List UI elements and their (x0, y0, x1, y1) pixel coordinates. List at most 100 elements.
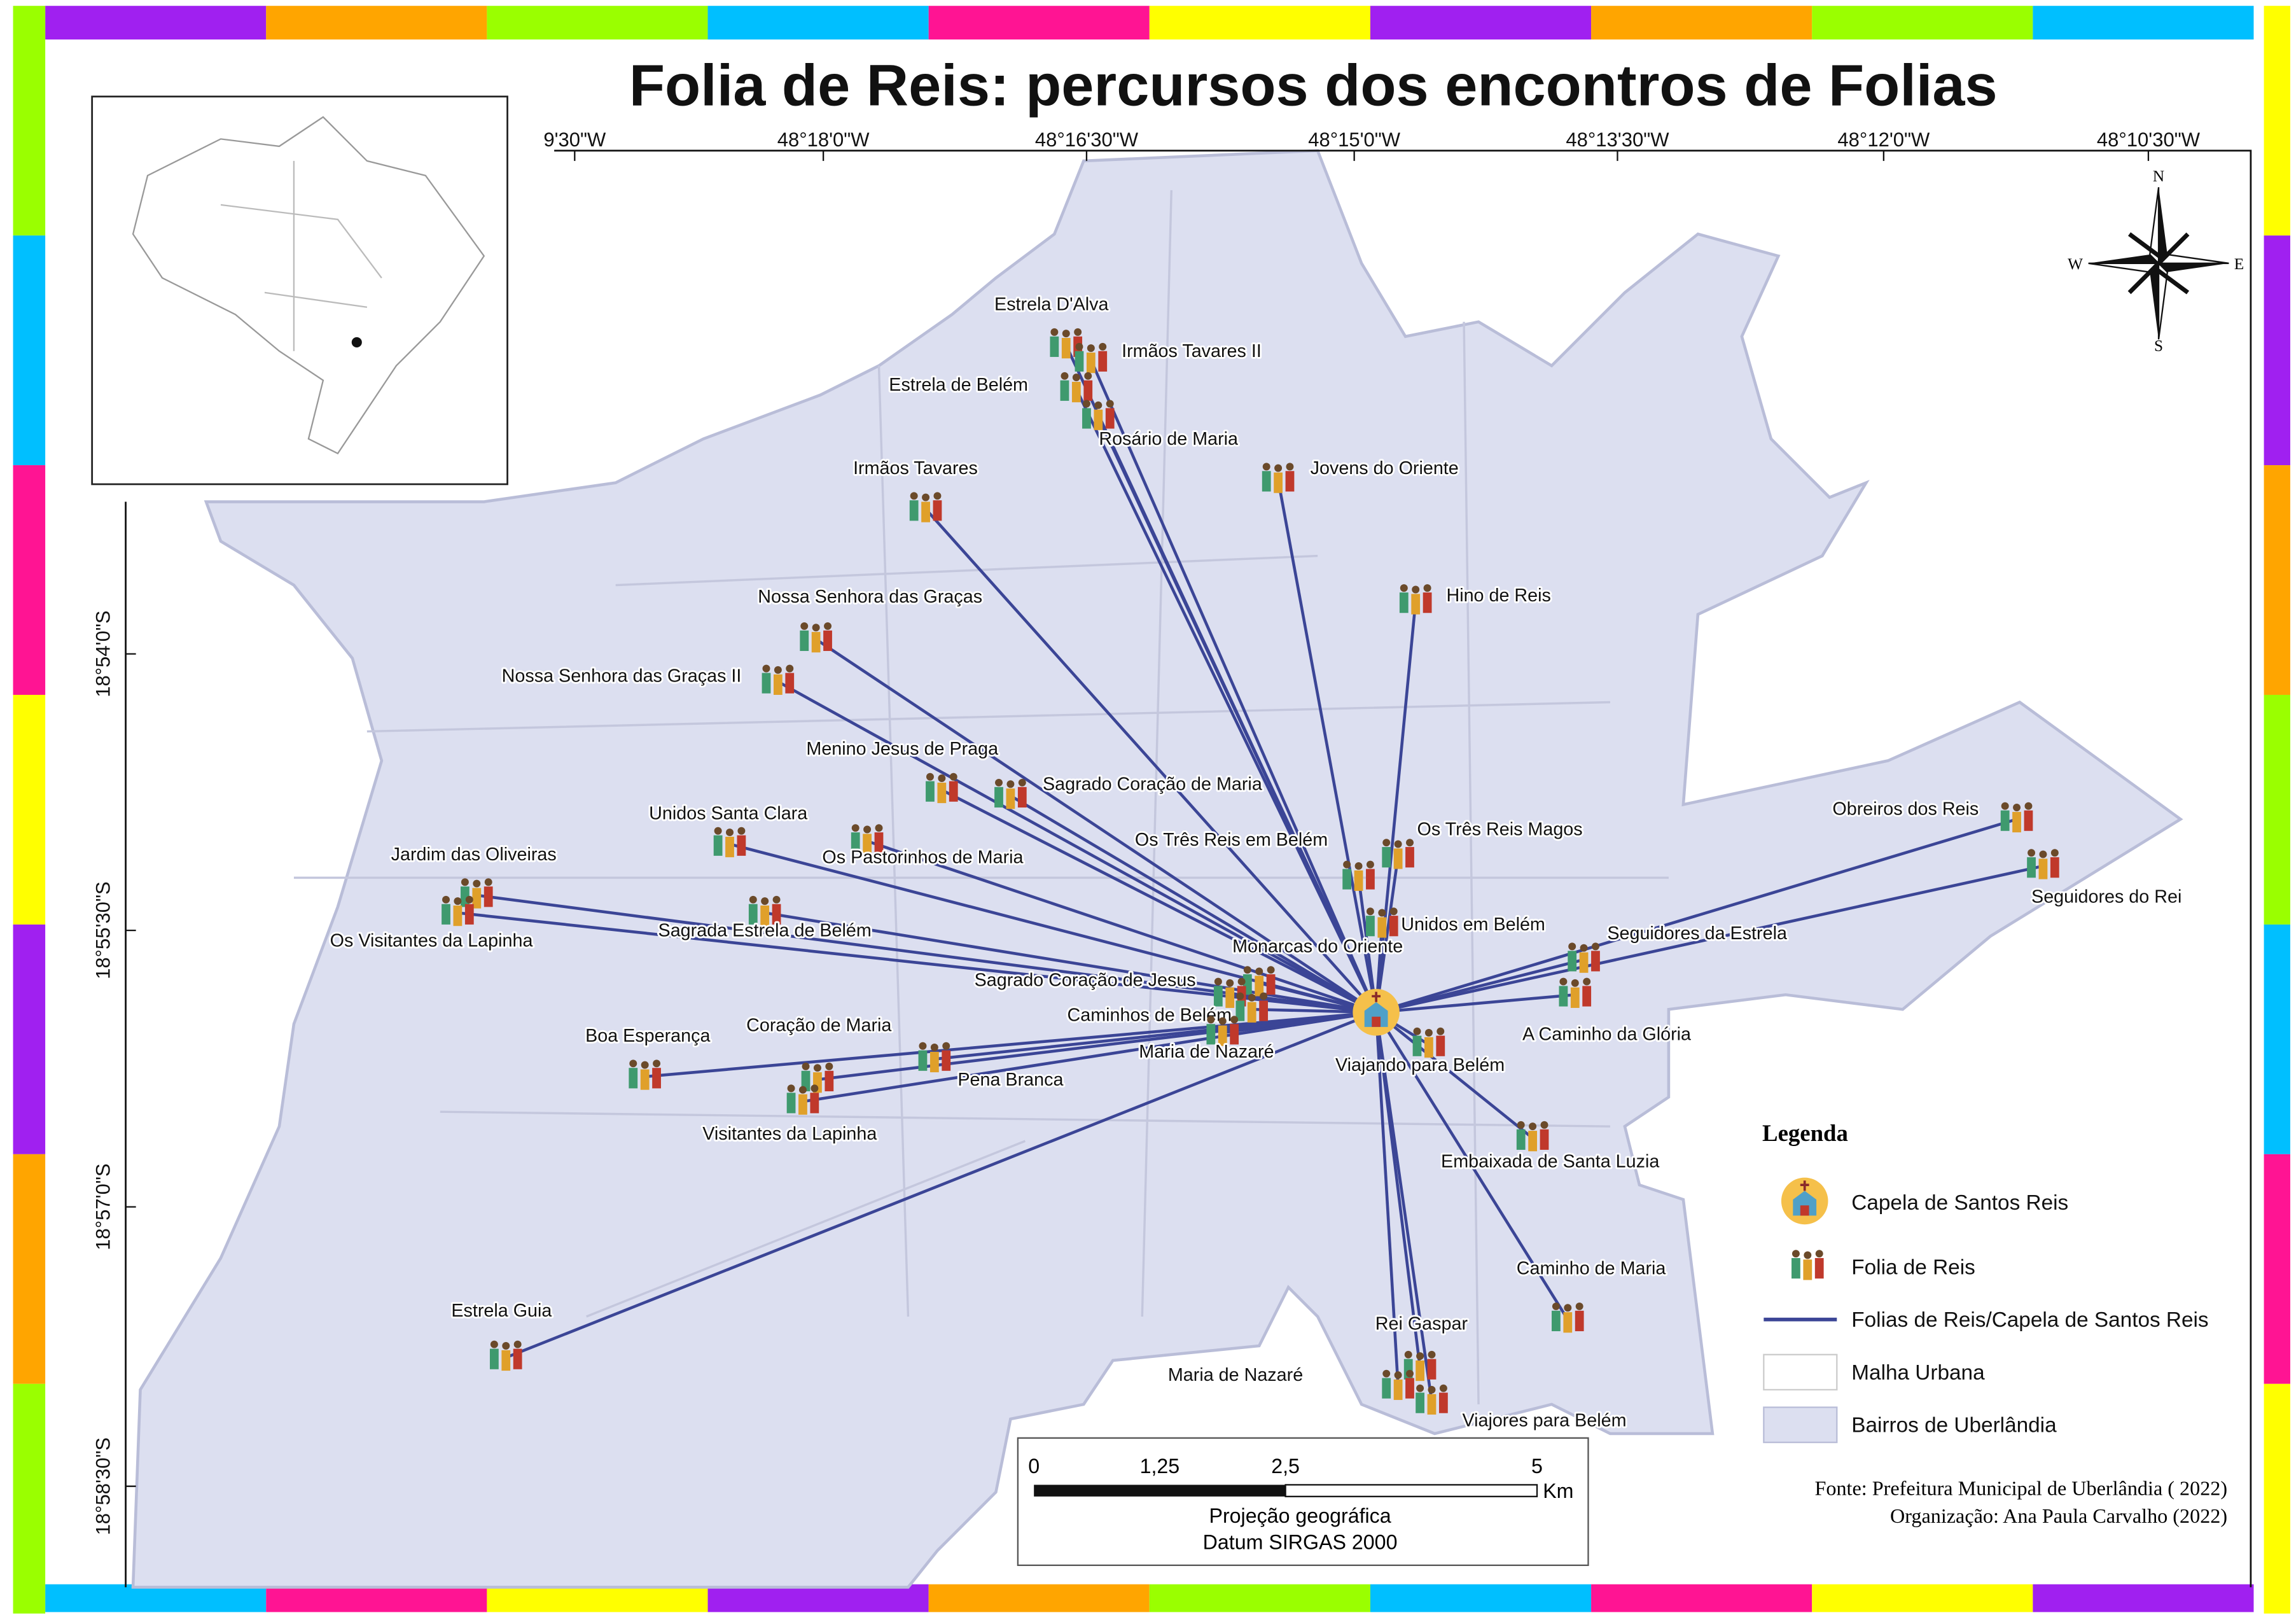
longitude-label: 48°10'30"W (2097, 129, 2201, 151)
folia-icon (919, 1042, 951, 1072)
legend-chapel (1781, 1178, 1828, 1225)
folia-label: Embaixada de Santa Luzia (1441, 1152, 1659, 1172)
border-segment (13, 1154, 46, 1384)
source: Fonte: Prefeitura Municipal de Uberlândi… (1814, 1476, 2227, 1499)
border-segment (929, 6, 1150, 39)
border-segment (1370, 6, 1591, 39)
folia-label: Nossa Senhora das Graças (758, 587, 982, 607)
folia-icon (926, 773, 958, 803)
border-segment (2033, 6, 2253, 39)
latitude-label: 18°57'0"S (92, 1163, 114, 1250)
longitude-label: 9'30"W (543, 129, 606, 151)
folia-label: Estrela de Belém (889, 375, 1028, 395)
folia-label: Rosário de Maria (1099, 429, 1238, 449)
page: {"title":"Folia de Reis: percursos dos e… (0, 0, 2296, 1615)
compass-letter: W (2068, 255, 2083, 273)
folia-label: Monarcas do Oriente (1232, 937, 1403, 957)
latitude-label: 18°58'30"S (92, 1437, 114, 1535)
folia-icon (1075, 343, 1108, 373)
folia-label: Caminho de Maria (1517, 1258, 1666, 1278)
border-segment (2264, 925, 2290, 1154)
folia-label: Hino de Reis (1446, 585, 1550, 606)
folia-icon (629, 1059, 661, 1089)
folia-label: Seguidores da Estrela (1607, 923, 1787, 944)
folia-label: A Caminho da Glória (1522, 1024, 1691, 1045)
folia-icon (994, 779, 1027, 809)
border-segment (1812, 6, 2033, 39)
longitude-label: 48°15'0"W (1308, 129, 1401, 151)
longitude-label: 48°18'0"W (777, 129, 870, 151)
longitude-label: 48°13'30"W (1566, 129, 1669, 151)
folia-label: Menino Jesus de Praga (806, 739, 998, 759)
folia-label: Unidos em Belém (1401, 914, 1545, 935)
folia-icon (1243, 966, 1276, 996)
folia-label: Sagrado Coração de Jesus (975, 970, 1196, 990)
border-segment (2264, 235, 2290, 465)
compass-rose (2089, 187, 2229, 339)
border-segment (13, 6, 46, 235)
folia-label: Jardim das Oliveiras (391, 844, 557, 865)
folia-icon (2027, 849, 2059, 879)
folia-icon (800, 622, 832, 652)
scale-segment (1286, 1485, 1537, 1496)
folia-label: Boa Esperança (585, 1026, 710, 1046)
folia-icon (1382, 1370, 1414, 1400)
folia-label: Os Três Reis em Belém (1135, 830, 1328, 850)
folia-icon (714, 827, 746, 857)
folia-icon (1400, 584, 1432, 614)
legend-district (1764, 1408, 1837, 1443)
border-segment (929, 1584, 1150, 1612)
legend-label: Malha Urbana (1851, 1361, 1985, 1385)
folia-icon (1413, 1028, 1445, 1058)
scale-tick-label: 2,5 (1271, 1455, 1300, 1478)
border-segment (13, 925, 46, 1154)
projection: Projeção geográfica (1209, 1504, 1391, 1527)
legend-label: Folia de Reis (1851, 1255, 1975, 1279)
legend-urban (1764, 1355, 1837, 1390)
folia-label: Estrela D'Alva (994, 294, 1108, 314)
folia-icon (910, 492, 942, 522)
folia-label: Seguidores do Rei (2031, 886, 2181, 907)
folia-icon (1061, 372, 1093, 402)
longitude-label: 48°12'0"W (1837, 129, 1930, 151)
folia-label: Viajores para Belém (1462, 1410, 1626, 1430)
folia-label: Irmãos Tavares II (1122, 341, 1262, 361)
folia-icon (2001, 802, 2033, 832)
border-segment (1150, 1584, 1370, 1612)
folia-label: Unidos Santa Clara (649, 803, 807, 823)
folia-icon (1235, 993, 1268, 1023)
border-segment (45, 6, 266, 39)
folia-icon (442, 896, 474, 926)
folia-icon (490, 1341, 522, 1371)
border-segment (2264, 1154, 2290, 1384)
folia-icon (1262, 463, 1295, 493)
folia-label: Sagrado Coração de Maria (1043, 774, 1262, 794)
folia-label: Os Três Reis Magos (1417, 820, 1583, 840)
border-segment (2264, 1384, 2290, 1614)
border-segment (2264, 695, 2290, 925)
legend-folia (1792, 1250, 1824, 1280)
scale-unit: Km (1543, 1479, 1573, 1502)
compass-letter: S (2154, 337, 2163, 355)
border-segment (487, 6, 707, 39)
border-segment (13, 235, 46, 465)
folia-label: Estrela Guia (451, 1301, 552, 1321)
border-segment (1150, 6, 1370, 39)
legend-label: Folias de Reis/Capela de Santos Reis (1851, 1308, 2208, 1332)
folia-label: Caminhos de Belém (1067, 1005, 1232, 1026)
scale-segment (1034, 1485, 1285, 1496)
folia-label: Maria de Nazaré (1168, 1365, 1303, 1385)
scale-tick-label: 5 (1531, 1455, 1543, 1478)
datum: Datum SIRGAS 2000 (1203, 1531, 1398, 1554)
border-segment (2033, 1584, 2253, 1612)
folia-icon (1552, 1303, 1584, 1332)
folia-label: Os Pastorinhos de Maria (822, 847, 1023, 867)
compass-letter: N (2153, 167, 2164, 185)
border-segment (13, 465, 46, 695)
folia-label: Os Visitantes da Lapinha (330, 930, 533, 951)
folia-icon (1568, 942, 1600, 972)
border-segment (13, 695, 46, 925)
folia-icon (1416, 1385, 1448, 1415)
folia-label: Pena Branca (957, 1070, 1063, 1090)
border-segment (1591, 1584, 1812, 1612)
